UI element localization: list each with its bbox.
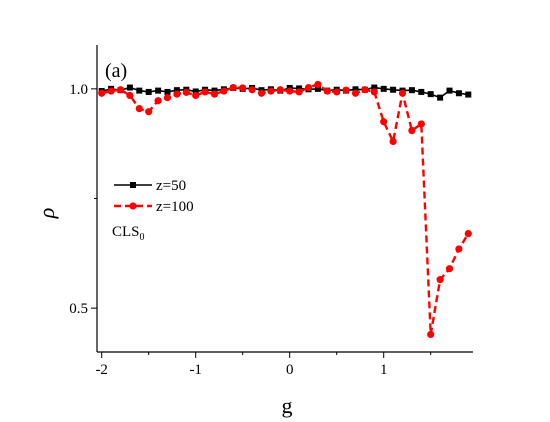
data-point-square xyxy=(155,87,162,94)
data-point-circle xyxy=(276,86,284,94)
data-point-circle xyxy=(116,86,125,94)
data-point-circle xyxy=(267,87,275,95)
legend: z=50 z=100 xyxy=(114,178,194,215)
data-point-circle xyxy=(201,88,209,96)
data-point-circle xyxy=(135,104,143,113)
data-point-circle xyxy=(145,108,153,116)
data-point-square xyxy=(145,88,152,95)
x-tick-label: -1 xyxy=(189,362,202,378)
legend-marker-square xyxy=(130,182,136,188)
data-point-circle xyxy=(304,83,313,92)
x-axis-label: g xyxy=(282,393,293,418)
data-point-square xyxy=(352,86,359,93)
axes: -2 -1 0 1 0.5 1.0 xyxy=(69,45,473,378)
data-point-circle xyxy=(257,89,266,97)
data-point-square xyxy=(418,88,425,95)
data-point-circle xyxy=(154,97,162,105)
data-point-square xyxy=(192,88,199,95)
data-point-square xyxy=(437,94,444,101)
data-point-circle xyxy=(351,89,360,97)
data-point-circle xyxy=(192,91,200,100)
data-point-circle xyxy=(370,88,378,96)
data-point-circle xyxy=(436,276,444,284)
data-point-circle xyxy=(239,84,247,92)
data-point-circle xyxy=(333,88,341,96)
data-point-circle xyxy=(389,137,397,146)
data-point-circle xyxy=(427,330,435,339)
data-point-circle xyxy=(98,89,106,97)
data-point-circle xyxy=(380,118,388,126)
x-tick-label: -2 xyxy=(95,362,108,378)
data-point-circle xyxy=(173,90,181,98)
data-point-circle xyxy=(342,86,350,94)
data-point-square xyxy=(427,91,434,98)
legend-label-2: z=100 xyxy=(156,199,194,215)
data-point-square xyxy=(371,84,378,91)
data-point-square xyxy=(164,88,171,95)
cls-annotation-text: CLS xyxy=(112,224,140,240)
data-point-circle xyxy=(445,265,454,273)
data-point-square xyxy=(408,87,415,94)
data-point-circle xyxy=(464,229,472,238)
y-axis-label: ρ xyxy=(34,208,59,220)
legend-marker-circle xyxy=(129,202,137,210)
data-point-circle xyxy=(107,87,115,95)
data-point-circle xyxy=(408,126,416,135)
data-point-circle xyxy=(229,83,237,92)
data-point-circle xyxy=(398,89,407,97)
data-point-square xyxy=(465,91,472,98)
data-point-circle xyxy=(182,88,190,96)
data-point-circle xyxy=(455,245,463,253)
x-tick-label: 0 xyxy=(286,362,294,378)
data-point-circle xyxy=(314,80,322,89)
data-point-square xyxy=(126,84,133,91)
data-point-square xyxy=(390,86,397,93)
data-point-square xyxy=(380,85,387,92)
data-point-square xyxy=(314,85,321,92)
data-point-circle xyxy=(248,86,256,94)
data-point-circle xyxy=(163,94,172,102)
plot-series xyxy=(98,80,472,339)
data-point-circle xyxy=(126,91,134,100)
cls-annotation: CLS0 xyxy=(112,224,145,243)
series-line-2 xyxy=(101,83,470,335)
data-point-square xyxy=(446,87,453,94)
y-tick-label: 1.0 xyxy=(69,82,88,98)
panel-label: (a) xyxy=(105,60,127,82)
data-point-square xyxy=(173,87,180,94)
legend-label-1: z=50 xyxy=(156,178,186,194)
y-tick-label: 0.5 xyxy=(69,301,88,317)
data-point-circle xyxy=(361,86,369,94)
data-point-square xyxy=(455,90,462,97)
data-point-circle xyxy=(323,87,331,95)
data-point-circle xyxy=(210,90,219,98)
cls-annotation-subscript: 0 xyxy=(140,232,145,243)
data-point-circle xyxy=(220,87,228,95)
data-point-circle xyxy=(417,120,425,128)
data-point-square xyxy=(136,87,143,94)
data-point-circle xyxy=(295,88,303,96)
data-point-circle xyxy=(286,87,294,95)
x-tick-label: 1 xyxy=(380,362,388,378)
